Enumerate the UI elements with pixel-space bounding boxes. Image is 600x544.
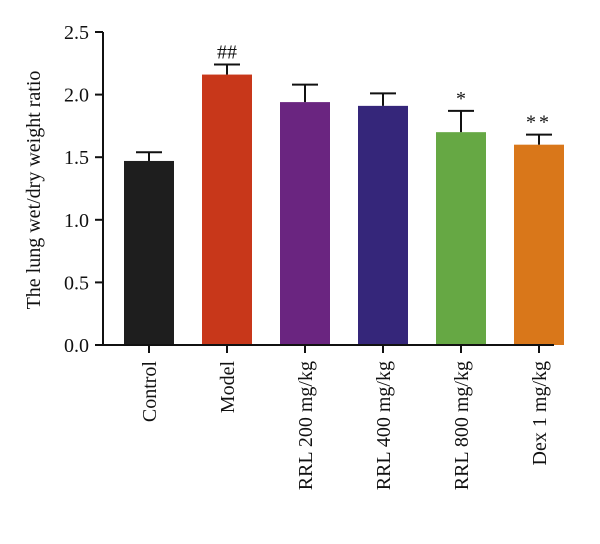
x-category-label: RRL 400 mg/kg: [373, 361, 395, 490]
y-tick-label: 1.5: [64, 147, 89, 169]
x-axis-category-labels: Control Model RRL 200 mg/kg RRL 400 mg/kg RR…: [139, 345, 551, 490]
x-category-label: RRL 800 mg/kg: [451, 361, 473, 490]
x-category-label: Control: [139, 361, 161, 423]
significance-annotation: ##: [217, 42, 237, 64]
x-category-label: Dex 1 mg/kg: [529, 361, 551, 465]
bar-4: [436, 132, 486, 345]
y-axis-label: The lung wet/dry weight ratio: [23, 71, 45, 310]
x-category-label: Model: [217, 361, 239, 414]
bar-0: [124, 160, 174, 345]
x-category-label: RRL 200 mg/kg: [295, 361, 317, 490]
bar-5: [514, 144, 564, 345]
significance-annotation: **: [526, 112, 552, 134]
y-tick-label: 0.0: [64, 335, 89, 357]
bar-1: [202, 74, 252, 346]
y-tick-label: 2.0: [64, 85, 89, 107]
y-tick-label: 1.0: [64, 210, 89, 232]
significance-annotations: ##***: [217, 42, 552, 134]
significance-annotation: *: [456, 88, 466, 110]
bar-3: [358, 105, 408, 345]
y-axis-ticks: 0.0 0.5 1.0 1.5 2.0 2.5: [64, 22, 103, 357]
error-bars: [136, 63, 552, 161]
y-tick-label: 2.5: [64, 22, 89, 44]
bars: [124, 74, 564, 346]
bar-2: [280, 102, 330, 345]
y-tick-label: 0.5: [64, 272, 89, 294]
